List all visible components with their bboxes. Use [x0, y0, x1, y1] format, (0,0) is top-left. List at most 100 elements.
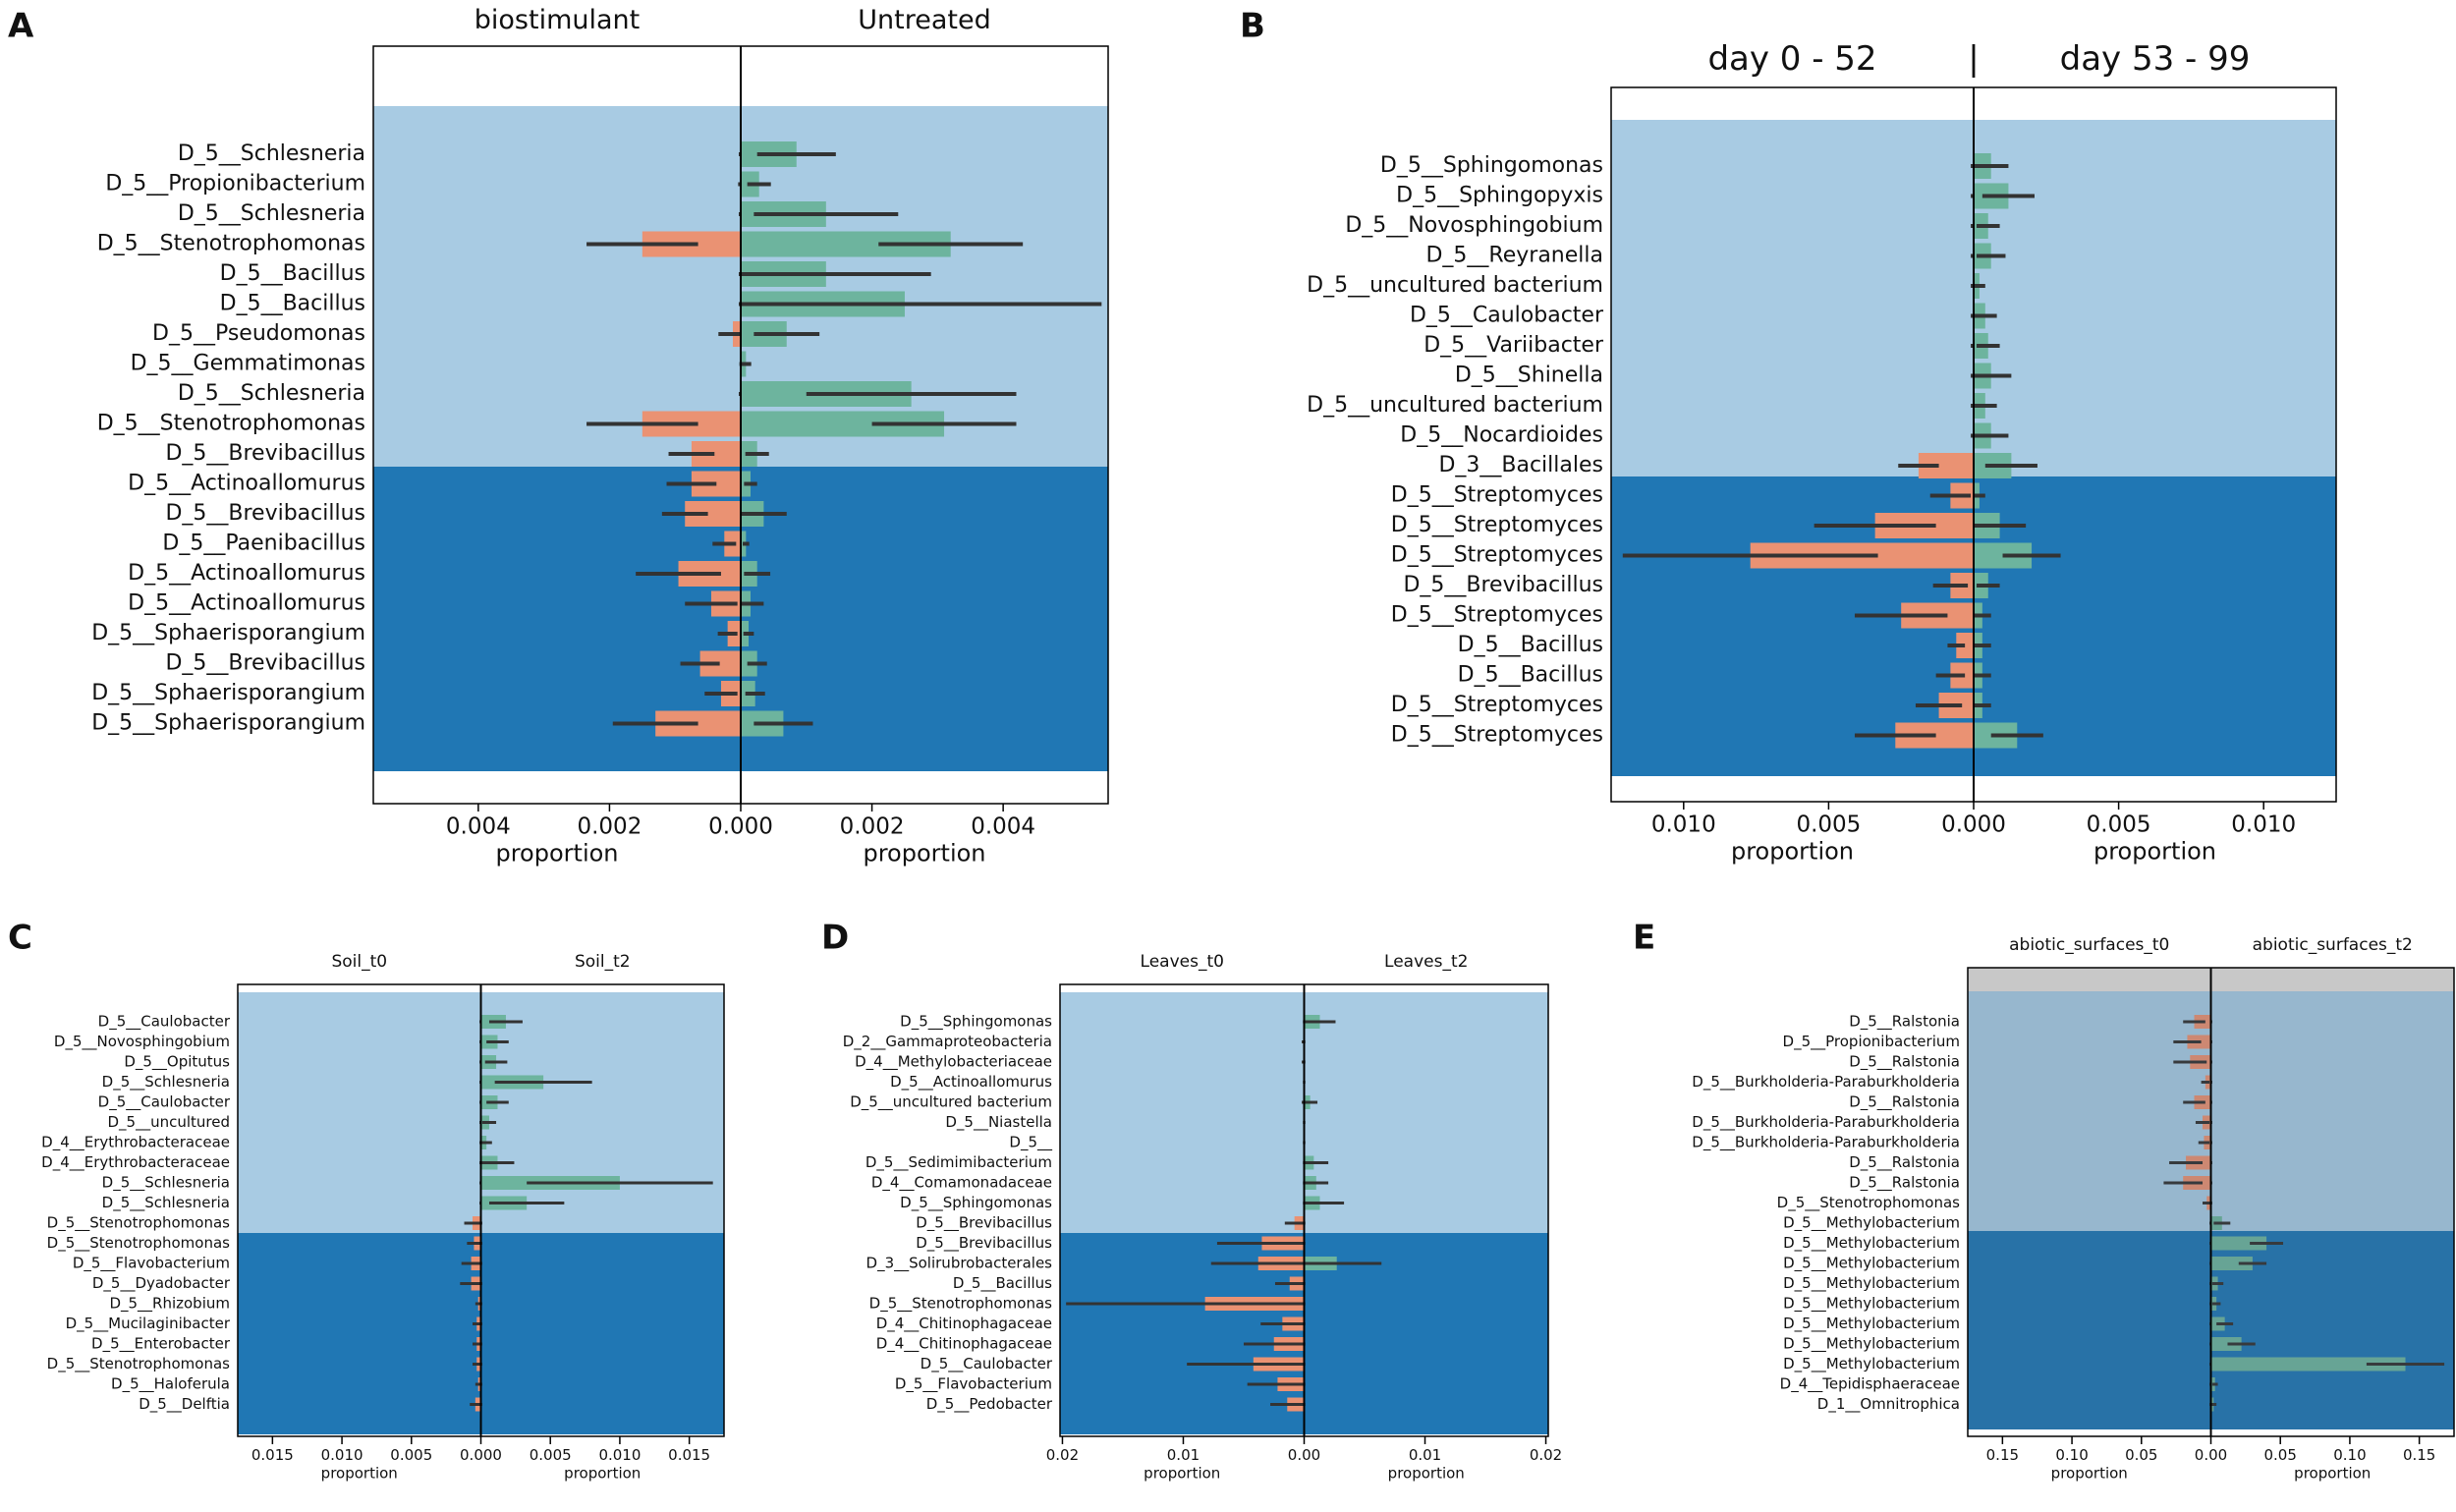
category-label: D_4__Erythrobacteraceae [41, 1134, 230, 1152]
bar-right [2210, 1337, 2242, 1351]
right-xlabel: proportion [2093, 838, 2216, 866]
x-tick-label: 0.000 [708, 813, 773, 839]
category-label: D_5__Burkholderia-Paraburkholderia [1692, 1134, 1960, 1152]
category-label: D_5__Sphingomonas [900, 1194, 1052, 1212]
x-tick-label: 0.00 [2195, 1446, 2227, 1464]
category-label: D_5__Sphaerisporangium [91, 711, 365, 736]
category-label: D_5__uncultured bacterium [1307, 393, 1603, 418]
category-label: D_5__Brevibacillus [165, 441, 365, 466]
category-label: D_5__Methylobacterium [1783, 1255, 1960, 1273]
x-tick-label: 0.15 [1986, 1446, 2019, 1464]
category-label: D_5__Ralstonia [1849, 1153, 1960, 1172]
category-label: D_4__Chitinophagaceae [876, 1335, 1052, 1354]
category-label: D_5__Pedobacter [926, 1395, 1053, 1414]
panel-letter: D [821, 919, 849, 958]
category-label: D_5__Enterobacter [91, 1335, 231, 1354]
category-label: D_5__Sphingopyxis [1396, 184, 1603, 208]
category-label: D_5__Reyranella [1425, 244, 1603, 268]
x-tick-label: 0.010 [1651, 812, 1716, 837]
category-label: D_5__Bacillus [1458, 633, 1603, 657]
category-label: D_5__Stenotrophomonas [47, 1355, 230, 1373]
category-label: D_5__Methylobacterium [1783, 1335, 1960, 1354]
category-label: D_5__Bacillus [1458, 663, 1603, 688]
category-label: D_5__Burkholderia-Paraburkholderia [1692, 1113, 1960, 1132]
category-label: D_5__Streptomyces [1391, 483, 1603, 508]
category-label: D_1__Omnitrophica [1817, 1395, 1960, 1414]
category-label: D_5__Schlesneria [102, 1174, 230, 1193]
category-label: D_5__Streptomyces [1391, 603, 1603, 628]
x-tick-label: 0.010 [2231, 812, 2296, 837]
right-title: Soil_t2 [575, 952, 631, 972]
x-tick-label: 0.000 [460, 1446, 502, 1464]
x-tick-label: 0.005 [530, 1446, 572, 1464]
category-label: D_5__Nocardioides [1400, 423, 1603, 448]
x-tick-label: 0.01 [1409, 1446, 1441, 1464]
category-label: D_5__Bacillus [220, 292, 365, 316]
category-label: D_5__Flavobacterium [895, 1375, 1052, 1394]
left-xlabel: proportion [495, 840, 618, 868]
category-label: D_5__Sphingomonas [1380, 153, 1603, 178]
category-label: D_5__Streptomyces [1391, 543, 1603, 568]
bar-right [2210, 1257, 2253, 1270]
category-label: D_5__Methylobacterium [1783, 1315, 1960, 1333]
category-label: D_5__Caulobacter [98, 1013, 231, 1032]
left-title: Leaves_t0 [1141, 952, 1224, 972]
category-label: D_5__Actinoallomurus [890, 1073, 1052, 1092]
x-tick-label: 0.015 [251, 1446, 294, 1464]
x-tick-label: 0.05 [2125, 1446, 2157, 1464]
left-title: day 0 - 52 [1707, 39, 1876, 79]
category-label: D_5__Streptomyces [1391, 693, 1603, 717]
category-label: D_5__Stenotrophomonas [47, 1234, 230, 1253]
category-label: D_5__Propionibacterium [1783, 1033, 1960, 1051]
category-label: D_5__Shinella [1455, 364, 1603, 388]
panel-b: B D_5__Sphingomonas D_5__Sphingopyxis D_5__… [1240, 7, 2337, 866]
x-tick-label: 0.010 [321, 1446, 363, 1464]
category-label: D_5__uncultured [107, 1113, 230, 1132]
x-tick-label: 0.02 [1530, 1446, 1562, 1464]
category-label: D_5__Brevibacillus [165, 651, 365, 676]
category-label: D_5__Dyadobacter [92, 1274, 231, 1293]
x-tick-label: 0.10 [2333, 1446, 2366, 1464]
category-label: D_5__Schlesneria [102, 1194, 230, 1212]
x-tick-label: 0.002 [577, 813, 642, 839]
x-tick-label: 0.01 [1167, 1446, 1200, 1464]
category-label: D_5__Methylobacterium [1783, 1295, 1960, 1314]
title-separator: | [1968, 39, 1979, 79]
category-label: D_5__Caulobacter [1410, 304, 1604, 328]
category-label: D_5__Actinoallomurus [128, 472, 365, 496]
category-label: D_4__Chitinophagaceae [876, 1315, 1052, 1333]
category-label: D_4__Erythrobacteraceae [41, 1153, 230, 1172]
category-label: D_3__Bacillales [1438, 453, 1603, 477]
category-label: D_5__Niastella [945, 1113, 1052, 1132]
category-label: D_5__Novosphingobium [1345, 213, 1603, 238]
x-tick-label: 0.005 [1796, 812, 1861, 837]
panel-letter: C [8, 919, 32, 958]
category-label: D_2__Gammaproteobacteria [843, 1033, 1052, 1051]
category-label: D_5__Rhizobium [109, 1295, 230, 1314]
category-label: D_5__Actinoallomurus [128, 561, 365, 586]
category-label: D_5__Delftia [139, 1395, 230, 1414]
x-tick-label: 0.00 [1288, 1446, 1320, 1464]
left-xlabel: proportion [1144, 1465, 1220, 1483]
category-label: D_5__Pseudomonas [152, 321, 365, 346]
category-label: D_5__Schlesneria [178, 381, 365, 406]
category-label: D_5__Caulobacter [921, 1355, 1053, 1373]
panel-letter: A [8, 7, 34, 46]
category-label: D_5__Schlesneria [178, 141, 365, 166]
panel-e: ED_5__RalstoniaD_5__PropionibacteriumD_5… [1633, 919, 2455, 1483]
x-tick-label: 0.002 [840, 813, 905, 839]
category-label: D_5__uncultured bacterium [850, 1093, 1052, 1112]
left-xlabel: proportion [1731, 838, 1854, 866]
category-label: D_5__Propionibacterium [105, 172, 365, 196]
left-title: abiotic_surfaces_t0 [2009, 935, 2169, 955]
right-title: Leaves_t2 [1384, 952, 1468, 972]
category-label: D_5__Brevibacillus [916, 1214, 1052, 1233]
category-label: D_5__Streptomyces [1391, 513, 1603, 537]
x-tick-label: 0.005 [2087, 812, 2151, 837]
category-label: D_5__Bacillus [220, 261, 365, 286]
category-label: D_5__Ralstonia [1849, 1174, 1960, 1193]
category-label: D_5__Burkholderia-Paraburkholderia [1692, 1073, 1960, 1092]
panel-d: D D_5__Sphingomonas D_2__Gammaproteobacter… [821, 919, 1562, 1483]
bar-right [2210, 1236, 2267, 1251]
right-title: day 53 - 99 [2060, 39, 2251, 79]
